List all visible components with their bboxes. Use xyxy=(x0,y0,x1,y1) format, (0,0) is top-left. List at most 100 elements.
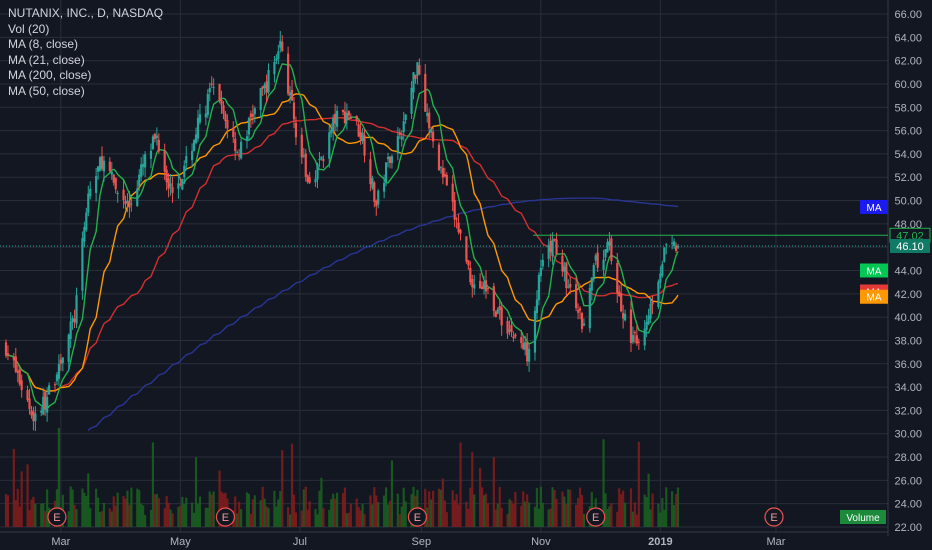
candles xyxy=(4,30,680,432)
candle-body xyxy=(524,342,527,350)
legend-ma-8[interactable]: MA (8, close) xyxy=(8,37,79,51)
candle-body xyxy=(620,293,623,312)
ma-tag-label: MA xyxy=(867,293,882,304)
volume-bar xyxy=(606,508,609,527)
candle-body xyxy=(69,321,72,339)
volume-bar xyxy=(212,491,215,527)
candle-body xyxy=(606,241,609,253)
candle-body xyxy=(506,320,509,334)
candle-body xyxy=(551,239,554,257)
volume-bar xyxy=(240,509,243,527)
candle-body xyxy=(191,150,194,161)
candle-body xyxy=(330,129,333,134)
volume-bar xyxy=(218,470,221,527)
candle-body xyxy=(30,410,33,416)
legend-volume[interactable]: Vol (20) xyxy=(8,21,50,36)
volume-bar xyxy=(89,508,92,527)
volume-bar xyxy=(343,487,347,527)
volume-bar xyxy=(322,507,325,527)
candle-body xyxy=(18,369,21,385)
candle-body xyxy=(336,110,339,127)
candle-body xyxy=(46,397,49,413)
candle-body xyxy=(469,267,472,283)
ma-tag-label: MA xyxy=(867,267,882,278)
volume-bar xyxy=(520,505,523,527)
candle-body xyxy=(437,144,441,171)
candle-body xyxy=(196,117,200,139)
chart-title[interactable]: NUTANIX, INC., D, NASDAQ xyxy=(8,6,164,20)
volume-bar xyxy=(281,450,284,527)
candle-body xyxy=(81,238,84,291)
legend-ma-21[interactable]: MA (21, close) xyxy=(8,52,85,67)
candle-body xyxy=(316,163,319,180)
volume-bar xyxy=(373,487,376,527)
candle-body xyxy=(663,247,666,262)
legend-ma-200[interactable]: MA (200, close) xyxy=(8,68,92,82)
candle-body xyxy=(16,370,19,373)
volume-bar xyxy=(451,490,454,527)
candle-body xyxy=(149,150,153,159)
candle-body xyxy=(496,309,499,314)
candle-body xyxy=(412,72,415,93)
volume-bar xyxy=(657,503,660,527)
candle-body xyxy=(482,282,486,289)
volume-bar xyxy=(575,504,578,527)
candle-body xyxy=(349,117,352,119)
ma-tag-bg xyxy=(860,199,888,214)
candle-body xyxy=(224,113,227,122)
volume-bar xyxy=(306,509,309,527)
candle-body xyxy=(565,262,568,288)
candle-body xyxy=(83,226,86,242)
volume-bar xyxy=(314,508,317,527)
candle-body xyxy=(314,178,317,183)
volume-bar xyxy=(12,448,15,527)
volume-bar xyxy=(439,489,443,527)
candle-body xyxy=(443,174,446,177)
candle-body xyxy=(347,111,350,116)
ma-tag-label: MA xyxy=(867,203,882,214)
volume-bar xyxy=(253,495,256,527)
candle-body xyxy=(28,398,31,410)
volume-bar xyxy=(100,511,104,527)
volume-bar xyxy=(334,498,337,527)
volume-bar xyxy=(4,493,8,527)
volume-bar xyxy=(287,507,290,527)
volume-bar xyxy=(194,457,198,527)
volume-bar xyxy=(359,510,362,527)
volume-bar xyxy=(304,486,307,527)
volume-bar xyxy=(267,508,270,527)
candle-body xyxy=(373,182,376,202)
candle-body xyxy=(318,158,321,161)
volume-bar xyxy=(259,500,262,527)
volume-bar xyxy=(361,503,364,527)
volume-bar xyxy=(349,503,352,527)
volume-bar xyxy=(251,499,254,527)
candle-body xyxy=(396,136,399,154)
volume-bar xyxy=(386,504,390,527)
candle-body xyxy=(590,277,593,291)
legend-ma-50[interactable]: MA (50, close) xyxy=(8,83,85,98)
candle-body xyxy=(657,281,660,308)
candle-body xyxy=(510,325,513,333)
candle-body xyxy=(359,132,362,139)
candle-body xyxy=(602,259,605,270)
volume-bar xyxy=(57,427,60,527)
volume-bar xyxy=(328,509,331,527)
volume-bar xyxy=(126,490,129,527)
price-axis: 66.00 64.00 62.00 60.00 58.00 56.00 54.00 52.00… xyxy=(894,9,922,534)
candle-body xyxy=(643,328,646,346)
candle-body xyxy=(100,156,104,169)
y-tick-label: 64.00 xyxy=(894,32,922,44)
earnings-marker-label: E xyxy=(53,512,60,524)
candle-body xyxy=(674,245,678,251)
candle-body xyxy=(236,151,239,153)
x-tick-label: 2019 xyxy=(648,536,672,548)
volume-bar xyxy=(191,502,194,527)
candle-body xyxy=(163,150,166,172)
volume-bar xyxy=(645,497,648,527)
candle-body xyxy=(151,136,155,149)
y-tick-label: 54.00 xyxy=(894,149,922,161)
candle-body xyxy=(204,113,207,118)
